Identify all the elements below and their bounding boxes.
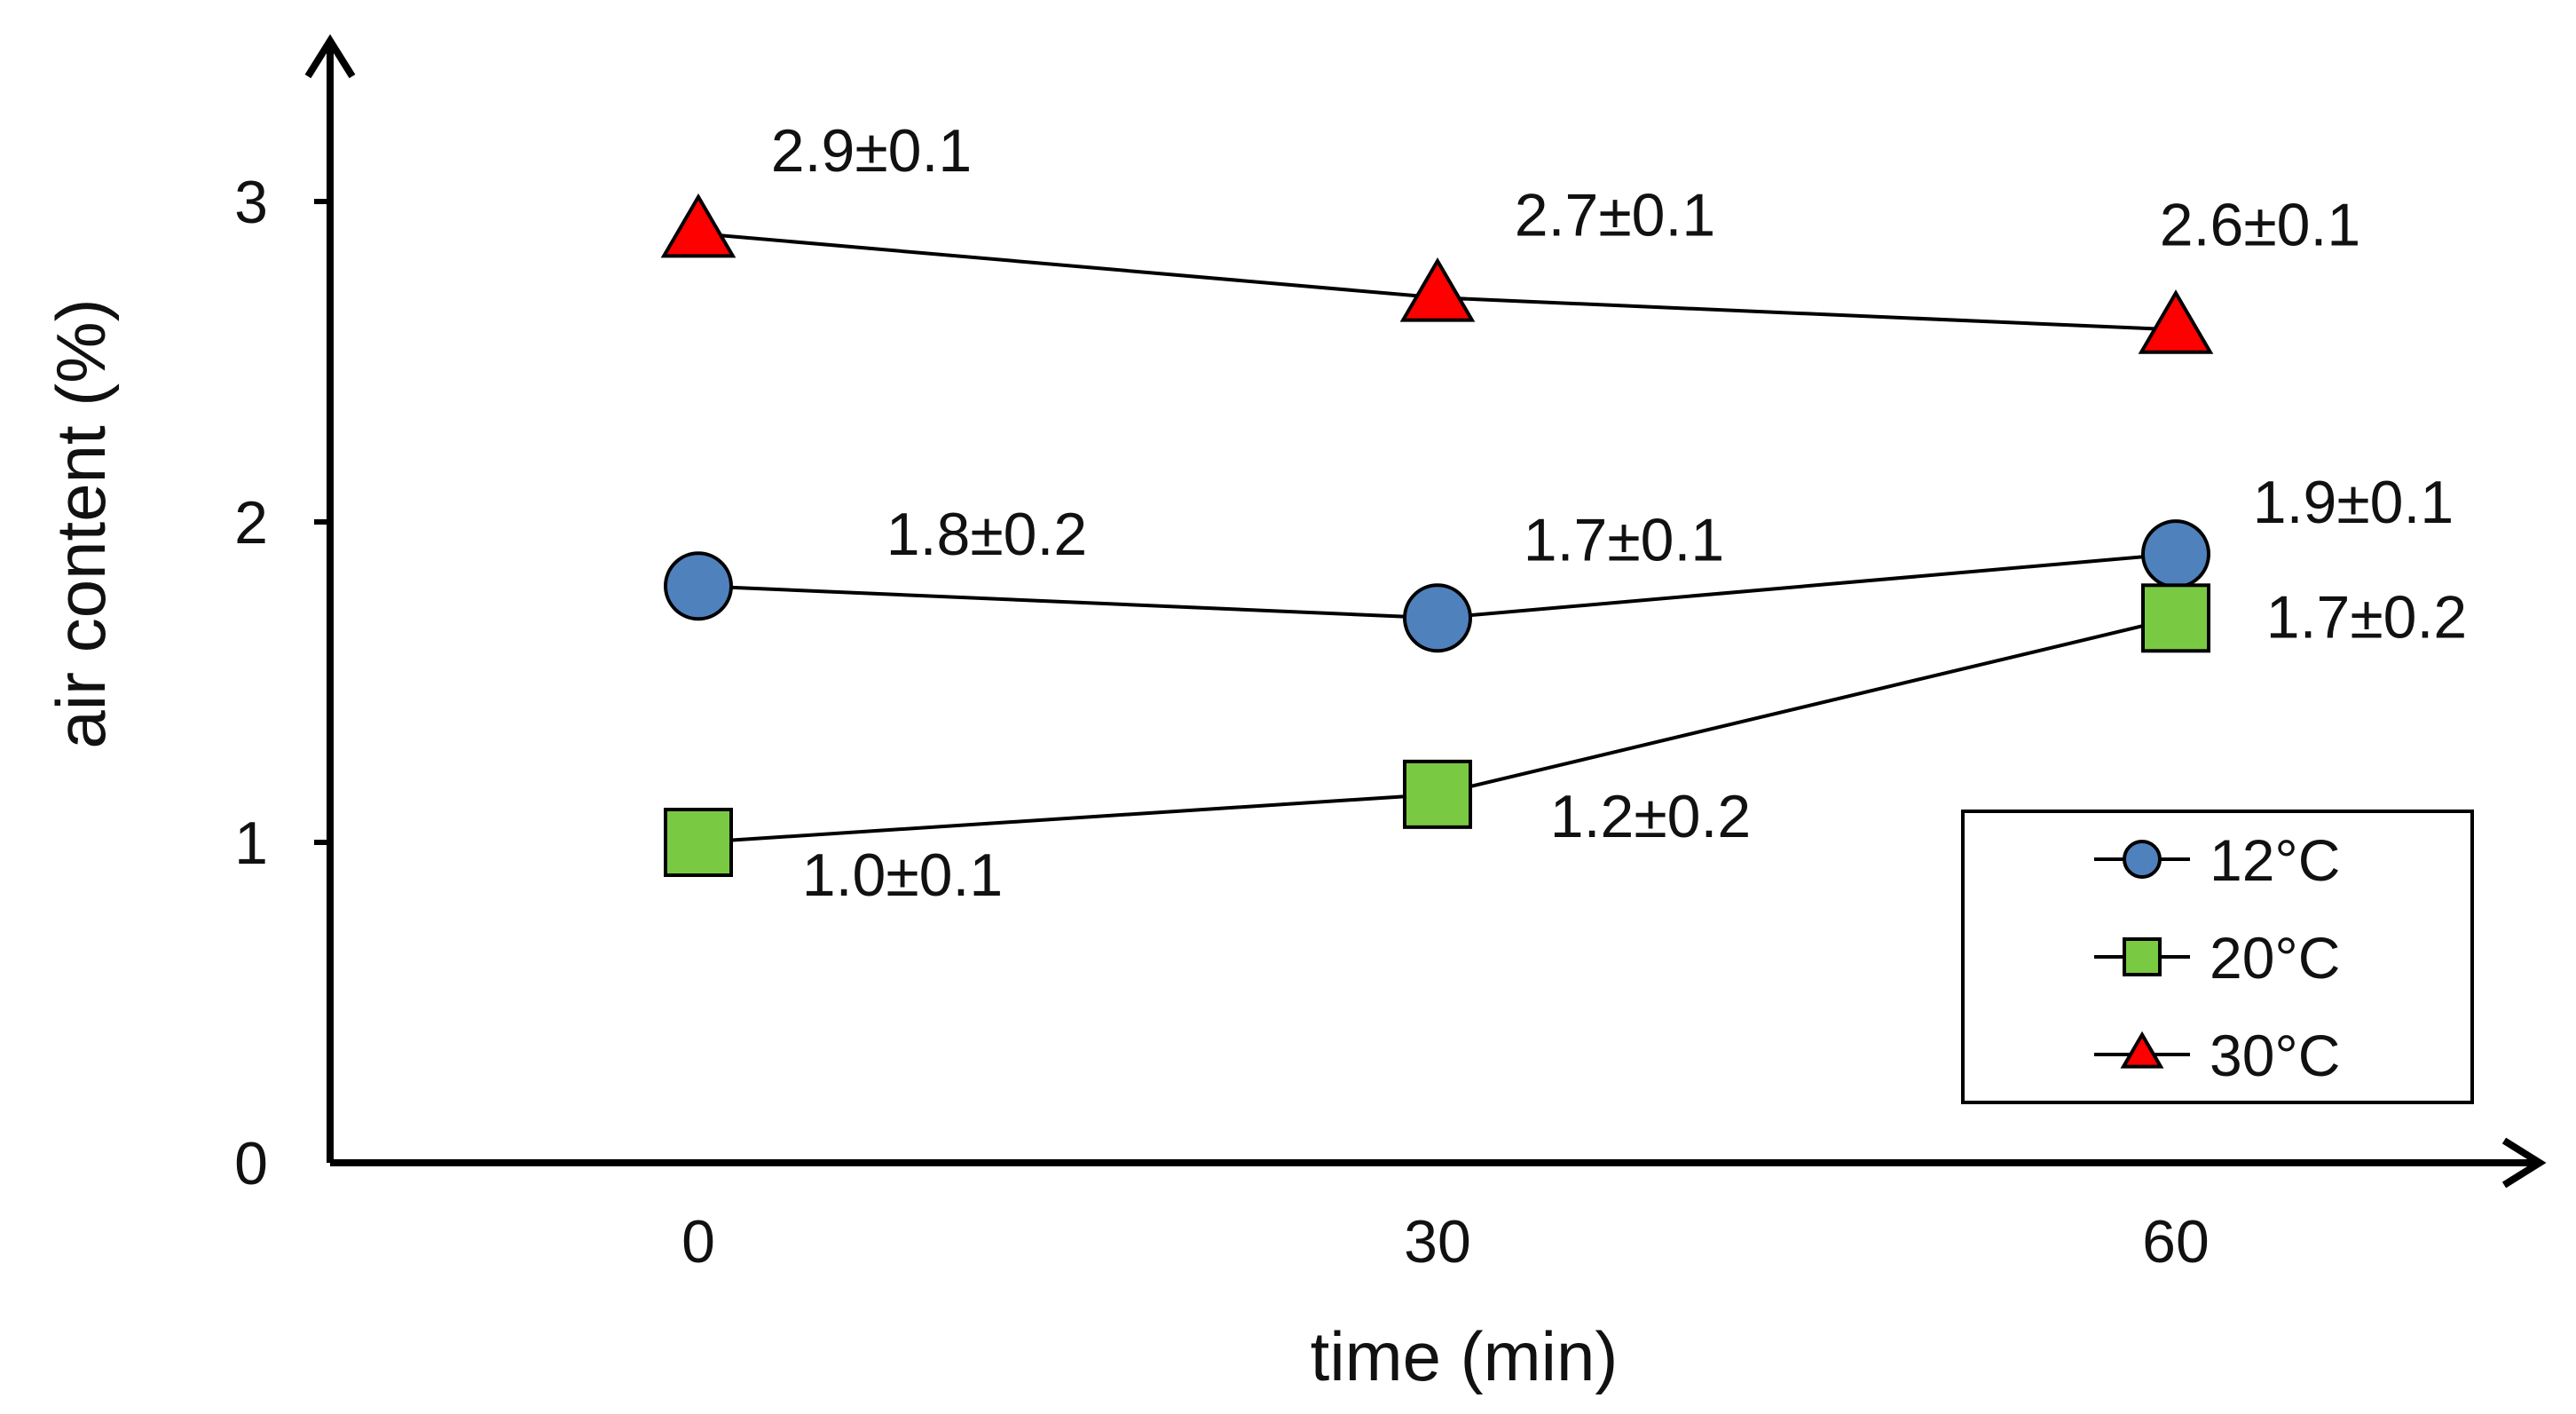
legend-marker-triangle [2120, 1031, 2164, 1069]
data-point-square [664, 808, 733, 877]
legend: 12°C 20°C 30°C [1961, 810, 2474, 1104]
data-label: 1.0±0.1 [802, 841, 1003, 909]
data-label: 2.7±0.1 [1515, 181, 1715, 249]
x-axis-arrowhead [2501, 1137, 2547, 1189]
data-point-triangle [1399, 257, 1476, 322]
legend-label: 20°C [2210, 925, 2340, 991]
data-point-triangle [2138, 289, 2214, 354]
y-axis-title: air content (%) [42, 298, 120, 748]
y-axis-arrowhead [304, 34, 356, 79]
x-tick-label: 60 [2142, 1208, 2210, 1276]
data-point-circle [2141, 519, 2210, 589]
y-tick-label: 1 [234, 810, 268, 877]
data-point-circle [1403, 583, 1472, 653]
legend-label: 12°C [2210, 827, 2340, 893]
data-label: 1.2±0.2 [1550, 783, 1751, 850]
data-label: 1.9±0.1 [2253, 469, 2454, 536]
y-tick-label: 0 [234, 1130, 268, 1197]
data-label: 1.7±0.1 [1524, 506, 1724, 573]
data-label: 1.8±0.2 [886, 501, 1087, 568]
data-point-square [2141, 583, 2210, 653]
x-tick-label: 0 [681, 1208, 715, 1276]
data-label: 1.7±0.2 [2266, 583, 2467, 651]
y-tick-label: 2 [234, 489, 268, 557]
legend-label: 30°C [2210, 1023, 2340, 1088]
data-point-square [1403, 759, 1472, 829]
x-tick-label: 30 [1404, 1208, 1471, 1276]
data-labels: 1.8±0.2 1.7±0.1 1.9±0.1 1.0±0.1 1.2±0.2 1.7±0… [771, 117, 2467, 909]
data-point-circle [664, 551, 733, 621]
legend-marker-circle [2123, 840, 2162, 879]
x-axis-title: time (min) [1311, 1317, 1619, 1395]
data-point-triangle [660, 193, 737, 258]
legend-box [1961, 810, 2474, 1104]
legend-marker-square [2123, 937, 2162, 976]
y-tick-label: 3 [234, 169, 268, 236]
data-label: 2.6±0.1 [2160, 191, 2360, 258]
data-label: 2.9±0.1 [771, 117, 972, 185]
markers [660, 193, 2214, 877]
axes [304, 34, 2547, 1189]
